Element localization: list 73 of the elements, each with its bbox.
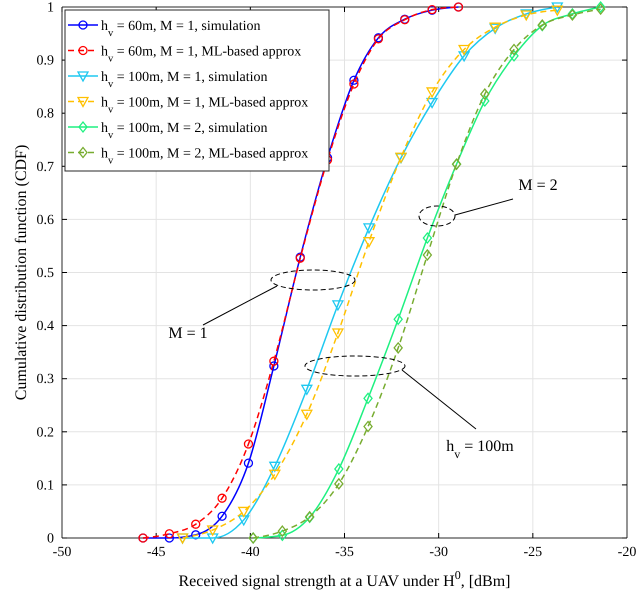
y-tick-label: 0.6 [36,212,54,228]
point [458,44,470,56]
point [363,237,375,248]
point [301,410,312,420]
point [394,314,403,325]
point [394,342,403,354]
y-tick-label: 0.2 [36,425,54,440]
y-tick-label: 0.5 [36,266,54,281]
point [422,249,432,261]
y-tick-label: 0.7 [36,160,54,175]
legend-label: h$_{v}$ = 100m, M = 2, simulation [101,121,268,140]
point [269,361,279,371]
point [363,420,373,432]
point [301,384,312,395]
point [363,223,375,234]
point [278,530,287,541]
legend-label: h$_{v}$ = 100m, M = 2, ML-based approx [101,146,308,166]
point [269,462,280,472]
point [191,520,200,529]
legend-label: h$_{v}$ = 100m, M = 1, simulation [101,70,268,90]
y-tick-label: 0.3 [36,372,54,388]
x-axis-title: Received signal strength at a UAV under H$^{0}$, [dBm] [178,568,511,590]
y-tick-label: 0.4 [36,319,54,334]
point [332,300,344,311]
point [349,79,359,89]
point [269,356,279,366]
point [269,470,280,480]
point [164,533,174,543]
point [426,87,438,98]
point [458,51,470,62]
y-tick-label: 0.1 [36,478,54,494]
annotation: M = 1 [168,325,208,342]
x-tick-label: -35 [335,544,354,560]
point [334,478,344,490]
point [238,515,250,526]
point [238,506,250,518]
point [480,95,490,107]
x-tick-label: -50 [52,544,72,560]
annotation: h$_{v}$ = 100m [446,438,514,461]
point [191,530,200,540]
x-tick-label: -20 [618,544,636,560]
x-tick-label: -40 [240,544,260,560]
point [363,392,373,404]
legend-label: h$_{v}$ = 100m, M = 1, ML-based approx [101,96,308,115]
point [334,463,344,475]
point [332,328,344,339]
point [480,88,490,100]
x-tick-label: -25 [523,544,542,560]
x-tick-label: -45 [146,544,166,560]
y-tick-label: 0.9 [36,54,54,69]
point [278,525,287,537]
point [217,512,227,521]
point [207,533,218,544]
y-tick-label: 1 [47,0,54,16]
point [244,439,254,449]
y-tick-label: 0 [47,531,54,546]
point [217,494,227,503]
legend-label: h$_{v}$ = 60m, M = 1, ML-based approx [101,44,302,64]
x-tick-label: -30 [429,544,448,560]
annotation: M = 2 [518,177,558,194]
point [552,2,563,13]
point [552,6,563,16]
point [509,50,519,62]
y-axis-title: Cumulative distribution function (CDF) [13,144,30,400]
y-tick-label: 0.8 [36,106,54,122]
point [164,529,174,538]
point [422,232,432,244]
point [426,98,438,108]
legend-label: h$_{v}$ = 60m, M = 1, simulation [101,19,260,38]
point [244,458,254,468]
point [207,525,218,536]
point [509,44,519,56]
point [349,76,359,85]
